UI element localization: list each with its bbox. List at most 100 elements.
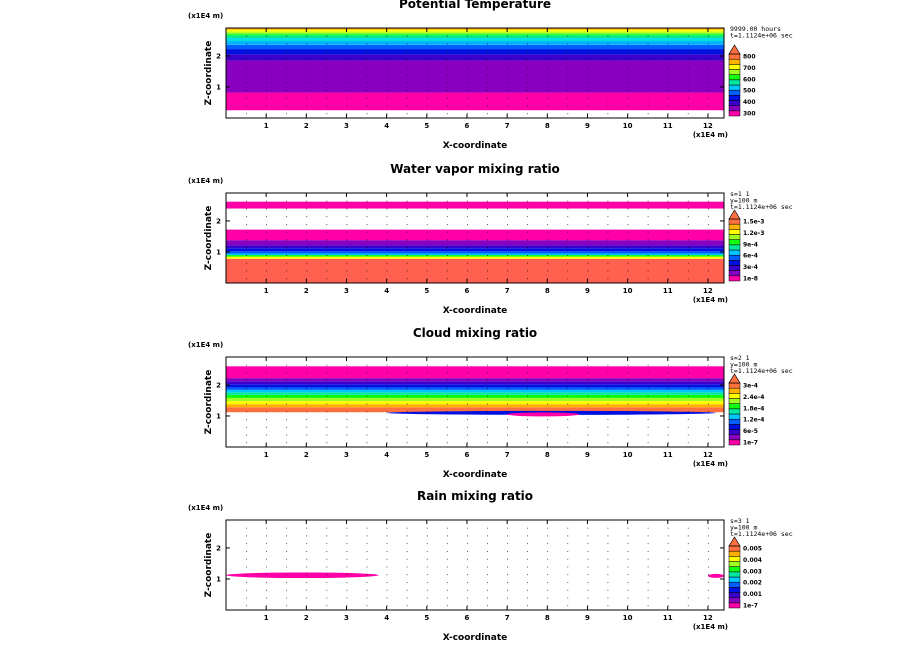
grid-dot <box>627 247 629 249</box>
plot-frame <box>225 356 725 448</box>
grid-dot <box>246 82 247 84</box>
grid-dot <box>366 574 368 576</box>
grid-dot <box>346 535 348 537</box>
grid-dot <box>687 247 689 249</box>
grid-dot <box>567 113 569 115</box>
grid-dot <box>507 419 508 420</box>
contour-band <box>226 44 724 50</box>
z-unit-label: (x1E4 m) <box>188 504 223 512</box>
grid-dot <box>466 527 468 529</box>
grid-dot <box>707 97 709 99</box>
grid-dot <box>707 419 709 420</box>
x-tick-label: 8 <box>545 287 550 295</box>
grid-dot <box>266 105 267 107</box>
grid-dot <box>627 566 629 568</box>
grid-dot <box>346 278 348 280</box>
grid-dot <box>366 255 368 256</box>
grid-dot <box>266 74 267 76</box>
colorbar-label: 600 <box>743 76 756 83</box>
grid-dot <box>707 231 709 233</box>
grid-dot <box>446 582 448 583</box>
grid-dot <box>507 426 508 428</box>
grid-dot <box>647 231 649 233</box>
colorbar-swatch <box>728 244 741 251</box>
grid-dot <box>567 388 569 389</box>
grid-dot <box>286 605 288 607</box>
grid-dot <box>587 262 589 264</box>
grid-dot <box>547 43 549 45</box>
grid-dot <box>587 558 589 560</box>
grid-dot <box>627 35 629 37</box>
grid-dot <box>547 372 549 374</box>
grid-dot <box>306 270 308 272</box>
grid-dot <box>587 43 589 45</box>
grid-dot <box>707 551 709 552</box>
grid-dot <box>246 105 247 107</box>
grid-dot <box>246 66 247 68</box>
colorbar: 1e-8 3e-4 6e-4 9e-4 1.2e-3 1.5e-3 <box>728 209 764 282</box>
grid-dot <box>527 434 529 436</box>
grid-dot <box>266 419 267 420</box>
grid-dot <box>386 551 388 552</box>
grid-dot <box>426 208 428 210</box>
grid-dot <box>627 113 629 115</box>
grid-dot <box>707 426 709 428</box>
colorbar-swatch <box>728 79 741 86</box>
grid-dot <box>587 97 589 99</box>
grid-dot <box>386 426 388 428</box>
grid-dot <box>346 566 348 568</box>
grid-dot <box>567 105 569 107</box>
grid-dot <box>667 558 669 560</box>
grid-dot <box>647 216 649 218</box>
grid-dot <box>286 403 288 405</box>
z-axis-label: Z-coordinate <box>204 206 214 271</box>
grid-dot <box>306 224 308 225</box>
colorbar-swatch <box>728 223 741 230</box>
grid-dot <box>466 74 468 76</box>
grid-dot <box>667 82 669 84</box>
grid-dot <box>466 105 468 107</box>
contour-band <box>226 92 724 111</box>
grid-dot <box>607 59 609 60</box>
grid-dot <box>567 200 569 202</box>
grid-dot <box>607 113 609 115</box>
grid-dot <box>406 74 408 76</box>
grid-dot <box>667 535 669 537</box>
grid-dot <box>326 43 328 45</box>
grid-dot <box>567 535 569 537</box>
grid-dot <box>667 372 669 374</box>
grid-dot <box>386 90 388 91</box>
colorbar-swatch <box>728 413 741 420</box>
grid-dot <box>266 380 267 382</box>
grid-dot <box>266 535 267 537</box>
grid-dot <box>386 527 388 529</box>
grid-dot <box>627 434 629 436</box>
grid-dot <box>246 113 247 115</box>
grid-dot <box>446 543 448 545</box>
grid-dot <box>426 35 428 37</box>
grid-dot <box>547 239 549 241</box>
grid-dot <box>246 278 247 280</box>
grid-dot <box>446 364 448 366</box>
grid-dot <box>627 278 629 280</box>
colorbar-swatch <box>728 265 741 271</box>
grid-dot <box>386 82 388 84</box>
grid-dot <box>246 558 247 560</box>
colorbar-swatch <box>728 100 741 106</box>
grid-dot <box>667 551 669 552</box>
contour-band <box>226 33 724 36</box>
grid-dot <box>326 255 328 256</box>
x-tick-label: 4 <box>384 451 389 459</box>
grid-dot <box>667 566 669 568</box>
grid-dot <box>426 270 428 272</box>
grid-dot <box>286 255 288 256</box>
grid-dot <box>466 434 468 436</box>
grid-dot <box>627 255 629 256</box>
grid-dot <box>607 411 609 413</box>
z-tick-label: 1 <box>216 575 221 583</box>
contour-band <box>226 229 724 241</box>
grid-dot <box>667 59 669 60</box>
grid-dot <box>627 411 629 413</box>
grid-dot <box>306 558 308 560</box>
grid-dot <box>667 262 669 264</box>
